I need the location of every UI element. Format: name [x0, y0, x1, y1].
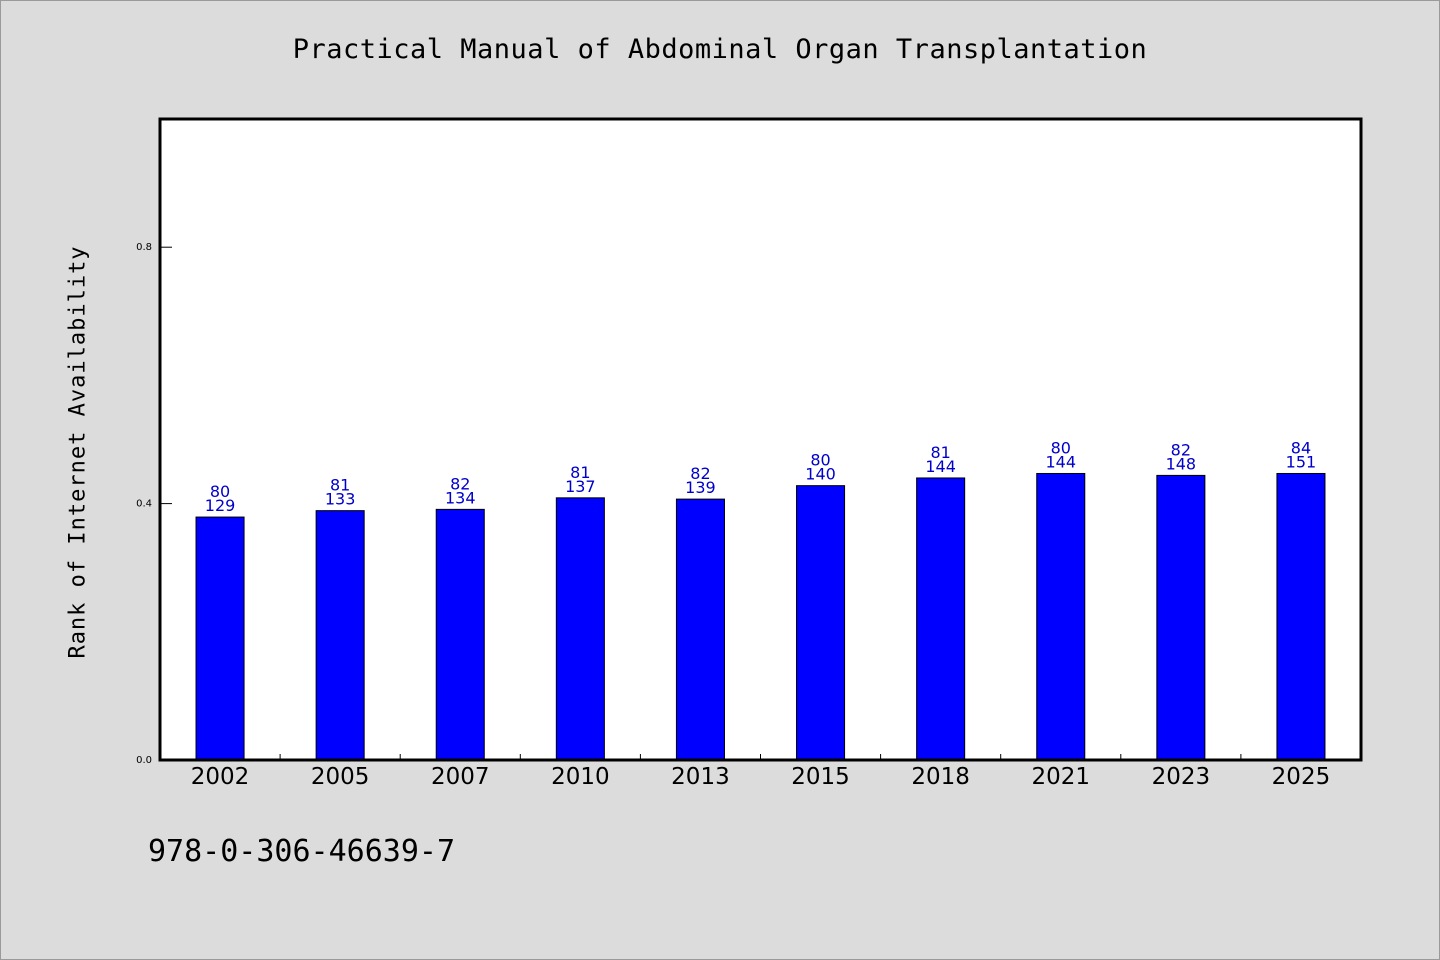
x-tick-label: 2023: [1152, 764, 1211, 790]
bar-label-top: 80: [1051, 438, 1071, 457]
bar-label-top: 82: [690, 464, 710, 483]
bar-label-bottom: 134: [445, 488, 476, 507]
bar-label-top: 82: [1171, 440, 1191, 459]
bar-label-top: 84: [1291, 438, 1311, 457]
x-tick-label: 2013: [671, 764, 730, 790]
isbn-text: 978-0-306-46639-7: [148, 834, 456, 869]
bar-label-top: 80: [210, 482, 230, 501]
chart-title: Practical Manual of Abdominal Organ Tran…: [292, 34, 1148, 65]
bar-label-bottom: 144: [925, 457, 956, 476]
x-tick-label: 2021: [1031, 764, 1090, 790]
bar: [1156, 474, 1206, 761]
bar-label-bottom: 139: [685, 478, 716, 497]
bar: [195, 516, 245, 761]
x-tick-label: 2015: [791, 764, 850, 790]
labels-layer: 8012920028113320058213420078113720108213…: [191, 438, 1330, 790]
x-tick-label: 2002: [191, 764, 250, 790]
bar-label-bottom: 148: [1166, 454, 1197, 473]
bar-label-top: 81: [330, 476, 350, 495]
bar-label-bottom: 137: [565, 477, 596, 496]
bar-label-top: 81: [570, 463, 590, 482]
x-tick-label: 2010: [551, 764, 610, 790]
bar: [916, 477, 966, 761]
x-tick-label: 2025: [1272, 764, 1331, 790]
x-tick-label: 2007: [431, 764, 490, 790]
bar: [555, 497, 605, 761]
bar: [315, 510, 365, 761]
bar: [435, 508, 485, 761]
bar-label-top: 81: [930, 443, 950, 462]
bar-label-top: 80: [810, 451, 830, 470]
bar-label-bottom: 129: [205, 496, 236, 515]
bar-label-bottom: 140: [805, 465, 836, 484]
x-tick-label: 2005: [311, 764, 370, 790]
y-tick-label: 0.8: [136, 242, 152, 253]
y-tick-label: 0.0: [136, 755, 152, 766]
bars-layer: [195, 472, 1326, 761]
bar: [1276, 472, 1326, 761]
bar: [675, 498, 725, 761]
bar-label-bottom: 133: [325, 490, 356, 509]
bar-label-bottom: 151: [1286, 452, 1317, 471]
y-tick-label: 0.4: [136, 499, 152, 510]
bar: [1036, 472, 1086, 761]
bar: [796, 485, 846, 761]
bar-label-bottom: 144: [1045, 452, 1076, 471]
plot-border: [158, 117, 1363, 762]
bar-label-top: 82: [450, 474, 470, 493]
x-tick-label: 2018: [911, 764, 970, 790]
